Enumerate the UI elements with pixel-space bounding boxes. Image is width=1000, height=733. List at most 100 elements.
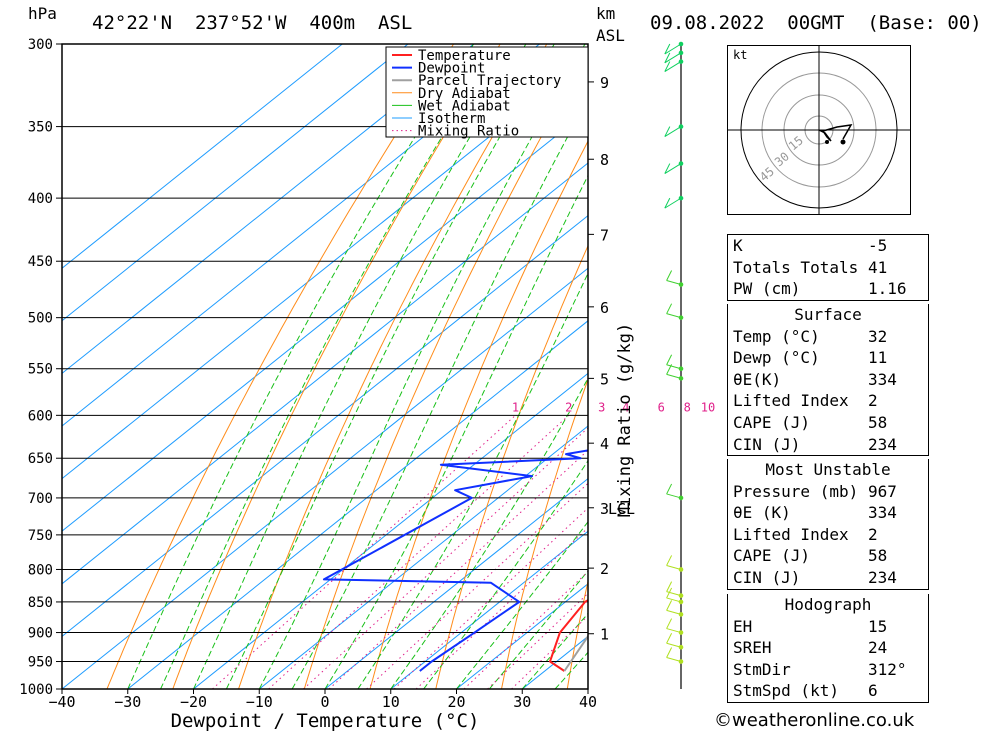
panel-row: StmSpd (kt) 6 <box>728 680 928 702</box>
wind-barb-staff <box>664 61 682 72</box>
panel-row: Pressure (mb) 967 <box>728 481 928 503</box>
isotherm-line <box>62 44 409 322</box>
panel-row-value: 24 <box>868 638 888 658</box>
panel-row-value: 58 <box>868 546 888 566</box>
pressure-tick-label: 400 <box>28 191 53 207</box>
km-tick-label: 1 <box>600 626 609 644</box>
panel-row-label: Lifted Index <box>733 391 849 411</box>
wind-barb-staff <box>666 597 682 603</box>
panel-row-label: Temp (°C) <box>733 326 820 346</box>
dry-adiabat-line <box>566 579 588 689</box>
pressure-tick-label: 800 <box>28 562 53 578</box>
mixing-ratio-label: 8 <box>684 400 691 414</box>
km-tick-label: 9 <box>600 74 609 92</box>
wind-barb-flag <box>664 197 671 209</box>
copyright: ©weatheronline.co.uk <box>714 710 915 731</box>
wind-barb-staff <box>666 609 682 615</box>
mixing-ratio-line <box>366 482 588 689</box>
mixing-ratio-label: 1 <box>512 400 519 414</box>
hodograph-trace <box>818 124 853 142</box>
mixing-ratio-line <box>415 527 588 689</box>
wind-barb-staff <box>666 657 682 663</box>
pressure-tick-label: 450 <box>28 254 53 270</box>
panel-row: CAPE (J) 58 <box>728 412 928 434</box>
panel-row-label: StmDir <box>733 659 791 679</box>
wind-barb-flag <box>666 581 673 592</box>
asl-label: ASL <box>596 26 625 45</box>
wind-barb-staff <box>664 126 682 138</box>
temperature-tick-label: −40 <box>48 693 75 711</box>
panel-row-value: 234 <box>868 434 897 454</box>
hodograph-unit: kt <box>733 48 747 62</box>
pressure-tick-label: 650 <box>28 451 53 467</box>
panel-row: SREH 24 <box>728 637 928 659</box>
wind-barb-flag <box>666 555 673 566</box>
plot-frame <box>61 43 589 690</box>
legend-entry: Mixing Ratio <box>418 124 519 140</box>
km-tick-label: 8 <box>600 151 609 169</box>
wind-barb-point <box>678 495 684 501</box>
panel-row-value: 312° <box>868 659 907 679</box>
isotherm-line <box>62 44 540 427</box>
temperature-tick-label: 30 <box>513 693 531 711</box>
hodograph-table: Hodograph EH 15 SREH 24 StmDir 312° StmSpd (kt)… <box>727 594 929 703</box>
panel-row: Temp (°C) 32 <box>728 326 928 348</box>
panel-row-value: 58 <box>868 412 888 432</box>
x-axis-label: Dewpoint / Temperature (°C) <box>171 710 480 732</box>
wind-barb-point <box>678 124 684 129</box>
wind-barb-flag <box>666 354 673 365</box>
km-tick-label: 2 <box>600 560 609 578</box>
legend-entry: Parcel Trajectory <box>418 73 561 89</box>
isotherm-line <box>62 44 343 269</box>
pressure-tick-label: 350 <box>28 120 53 136</box>
panel-row-label: CAPE (J) <box>733 412 811 432</box>
panel-row: EH 15 <box>728 616 928 638</box>
panel-row: Lifted Index 2 <box>728 524 928 546</box>
wet-adiabat-line <box>258 44 586 689</box>
panel-row-value: 2 <box>868 391 878 411</box>
legend-entry: Dewpoint <box>418 61 485 77</box>
panel-row: StmDir 312° <box>728 659 928 681</box>
surface-table: Surface Temp (°C) 32 Dewp (°C) 11 θE(K) 334 Lif… <box>727 304 929 457</box>
indices-table: K -5 Totals Totals 41 PW (cm) 1.16 <box>727 234 929 301</box>
wind-barb-flag <box>666 600 673 611</box>
hodograph-end-marker <box>825 140 829 144</box>
panel-row: θE (K) 334 <box>728 502 928 524</box>
panel-row-label: K <box>733 236 743 255</box>
wind-barb-staff <box>666 642 682 648</box>
wind-barb-staff <box>664 43 682 55</box>
km-tick-label: 4 <box>600 435 609 453</box>
pressure-tick-label: 500 <box>28 311 53 327</box>
wind-barb-flag <box>664 126 671 137</box>
legend-entry: Wet Adiabat <box>418 98 511 114</box>
panel-row: Lifted Index 2 <box>728 390 928 412</box>
isotherm-line <box>62 214 588 638</box>
isotherm-line <box>127 320 588 689</box>
wet-adiabat-line <box>127 44 475 689</box>
panel-row-label: θE(K) <box>733 369 782 389</box>
panel-title: Hodograph <box>784 595 872 614</box>
wind-barb-point <box>678 366 684 372</box>
panel-row-label: PW (cm) <box>733 279 801 299</box>
dry-adiabat-line <box>435 244 588 689</box>
dry-adiabat-line <box>960 44 1000 689</box>
mixing-ratio-label: 10 <box>701 400 715 414</box>
legend-entry: Dry Adiabat <box>418 86 511 102</box>
panel-row-value: 334 <box>868 503 897 523</box>
panel-row-label: CIN (J) <box>733 567 801 587</box>
km-tick-label: 3 <box>600 500 609 518</box>
series-dewpoint <box>322 377 588 672</box>
temperature-tick-label: 0 <box>320 693 329 711</box>
wet-adiabat-line <box>489 570 588 689</box>
most-unstable-table: Most Unstable Pressure (mb) 967 θE (K) 334 Li… <box>727 459 929 590</box>
panel-row-label: CIN (J) <box>733 434 801 454</box>
wind-barb-staff <box>666 373 682 379</box>
wet-adiabat-line <box>423 459 588 689</box>
panel-row-label: Totals Totals <box>733 257 859 277</box>
panel-row-label: EH <box>733 616 753 636</box>
lcl-label: LCL <box>608 500 635 518</box>
temperature-tick-label: 20 <box>447 693 465 711</box>
isotherm-line <box>62 162 588 585</box>
km-tick-label: 7 <box>600 226 609 244</box>
datetime-title: 09.08.2022 00GMT (Base: 00) <box>650 12 982 34</box>
